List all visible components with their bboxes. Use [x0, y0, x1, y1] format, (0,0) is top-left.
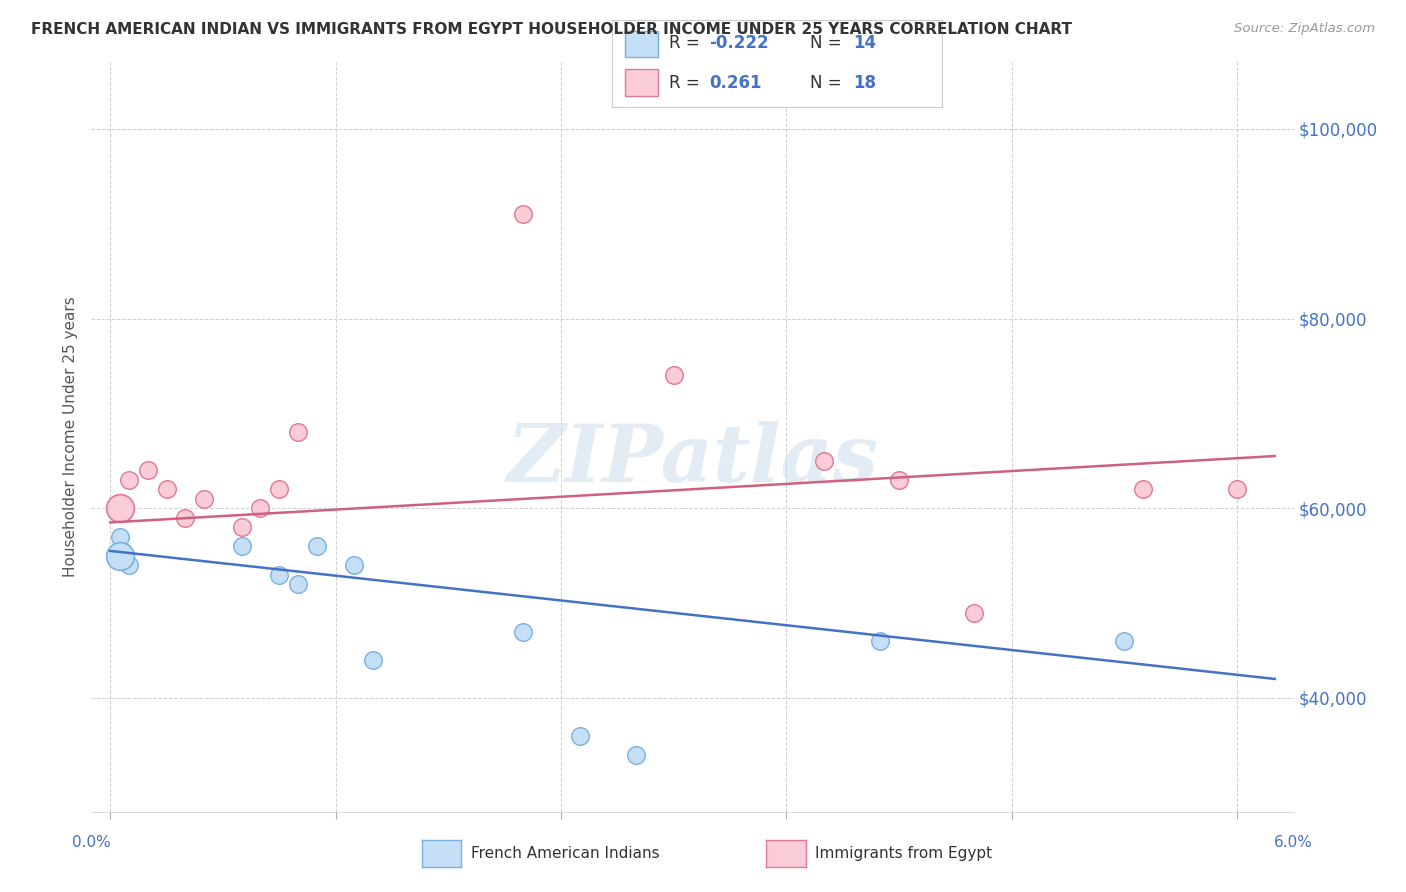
Point [512, 624, 534, 639]
FancyBboxPatch shape [624, 31, 658, 57]
Text: N =: N = [810, 34, 846, 53]
Point [231, 539, 253, 553]
Point [269, 567, 291, 582]
Text: 6.0%: 6.0% [1274, 836, 1313, 850]
Point [662, 368, 685, 383]
Text: 18: 18 [853, 73, 876, 92]
Text: French American Indians: French American Indians [471, 847, 659, 861]
Text: 0.261: 0.261 [709, 73, 762, 92]
Point [1132, 482, 1154, 496]
Point [963, 606, 986, 620]
Point [155, 482, 177, 496]
Point [118, 473, 141, 487]
Text: R =: R = [669, 34, 706, 53]
Point [1114, 634, 1136, 648]
Point [1226, 482, 1249, 496]
Point [305, 539, 328, 553]
Point [136, 463, 159, 477]
Point [343, 558, 366, 573]
Point [108, 501, 131, 516]
Point [361, 653, 384, 667]
Point [118, 558, 141, 573]
Point [231, 520, 253, 534]
Point [108, 530, 131, 544]
Point [624, 747, 647, 762]
Point [869, 634, 891, 648]
Point [193, 491, 215, 506]
Point [512, 207, 534, 221]
Point [287, 425, 309, 440]
Point [269, 482, 291, 496]
FancyBboxPatch shape [624, 70, 658, 95]
Point [108, 549, 131, 563]
Point [887, 473, 910, 487]
Text: 0.0%: 0.0% [72, 836, 111, 850]
Text: Immigrants from Egypt: Immigrants from Egypt [815, 847, 993, 861]
Point [813, 454, 835, 468]
Point [287, 577, 309, 591]
Point [568, 729, 591, 743]
Text: N =: N = [810, 73, 846, 92]
Text: ZIPatlas: ZIPatlas [506, 421, 879, 499]
Text: 14: 14 [853, 34, 876, 53]
Text: R =: R = [669, 73, 710, 92]
Text: FRENCH AMERICAN INDIAN VS IMMIGRANTS FROM EGYPT HOUSEHOLDER INCOME UNDER 25 YEAR: FRENCH AMERICAN INDIAN VS IMMIGRANTS FRO… [31, 22, 1071, 37]
Text: -0.222: -0.222 [709, 34, 769, 53]
Text: Source: ZipAtlas.com: Source: ZipAtlas.com [1234, 22, 1375, 36]
Point [174, 510, 197, 524]
Point [249, 501, 271, 516]
Y-axis label: Householder Income Under 25 years: Householder Income Under 25 years [62, 297, 77, 577]
